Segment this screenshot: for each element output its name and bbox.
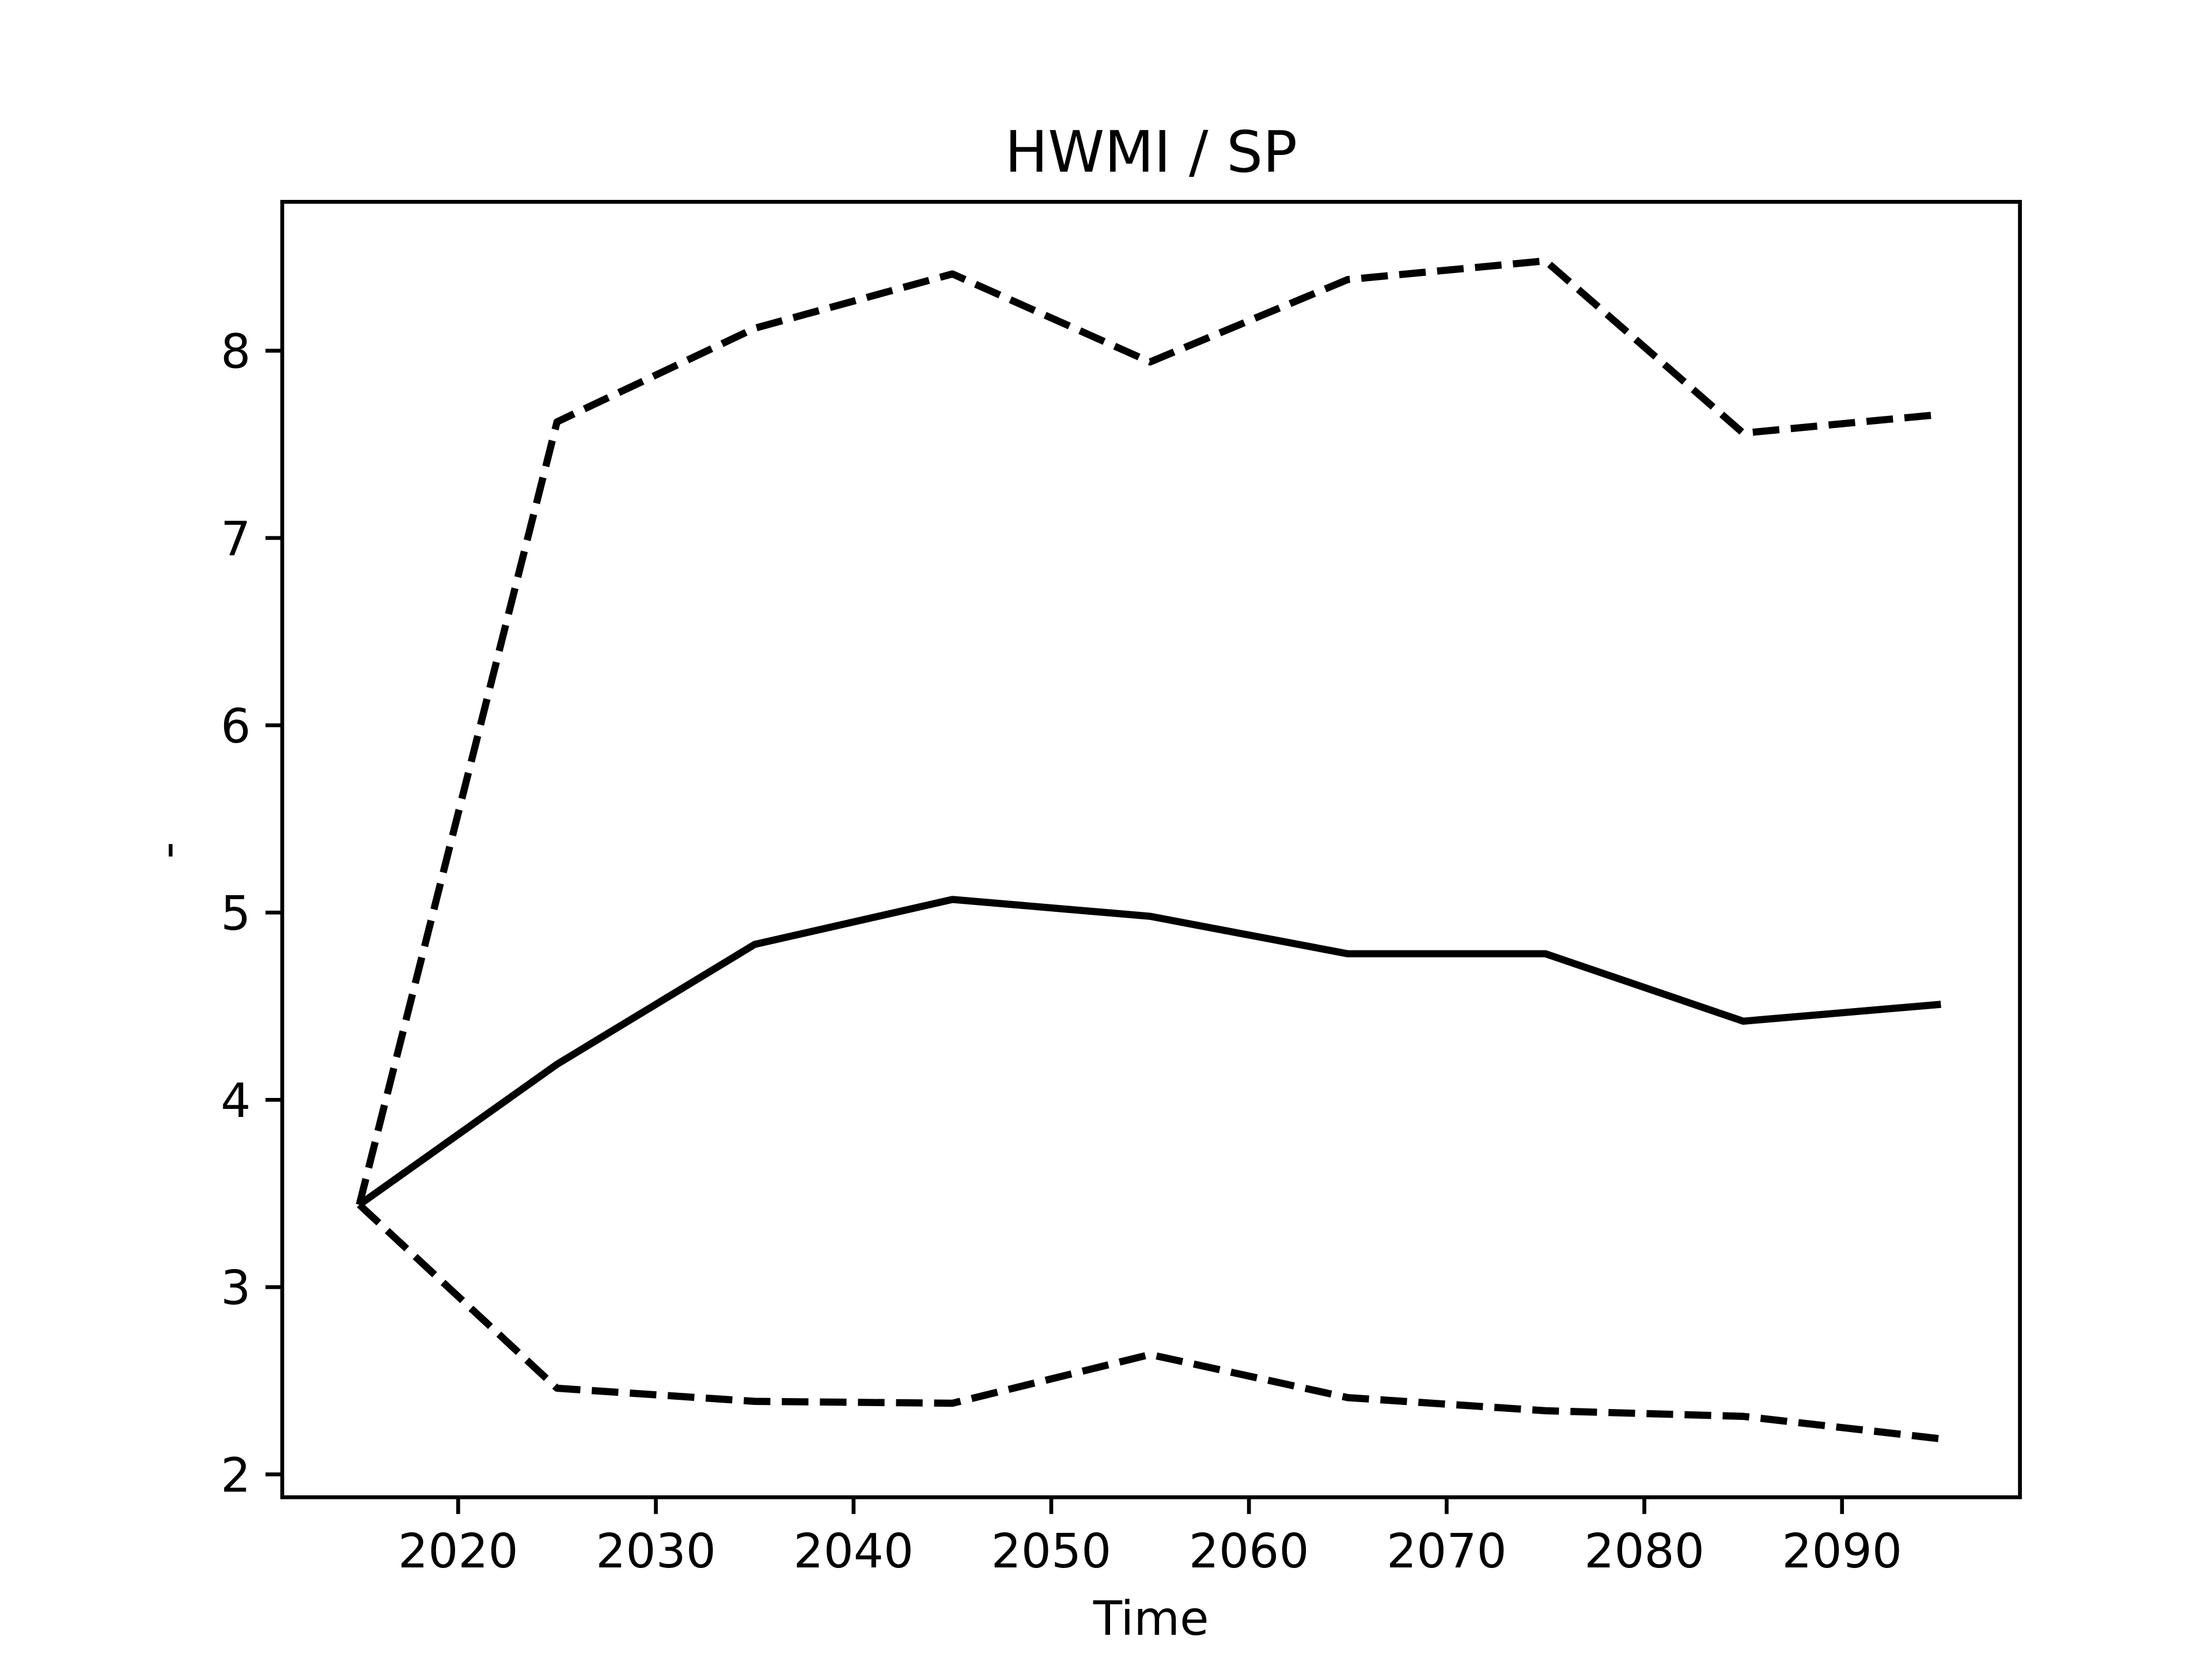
y-tick-label: 8 [221, 325, 251, 380]
chart-title: HWMI / SP [1005, 119, 1297, 185]
y-tick-label: 7 [221, 512, 251, 567]
x-tick-label: 2050 [991, 1524, 1112, 1579]
y-tick-label: 6 [221, 699, 251, 754]
y-tick-label: 2 [221, 1448, 251, 1503]
x-tick-label: 2060 [1189, 1524, 1309, 1579]
y-tick-label: 5 [221, 887, 251, 941]
x-tick-label: 2080 [1584, 1524, 1705, 1579]
x-tick-label: 2020 [398, 1524, 518, 1579]
x-axis-label: Time [1093, 1592, 1209, 1646]
x-tick-label: 2090 [1782, 1524, 1902, 1579]
y-tick-label: 3 [221, 1261, 251, 1316]
y-axis-label: - [140, 842, 195, 859]
x-tick-label: 2030 [596, 1524, 716, 1579]
y-tick-label: 4 [221, 1074, 251, 1128]
plot-frame [280, 200, 2022, 1499]
x-tick-label: 2070 [1387, 1524, 1507, 1579]
series-line [355, 257, 1941, 1206]
x-tick-label: 2040 [793, 1524, 914, 1579]
series-line [357, 896, 1941, 1208]
